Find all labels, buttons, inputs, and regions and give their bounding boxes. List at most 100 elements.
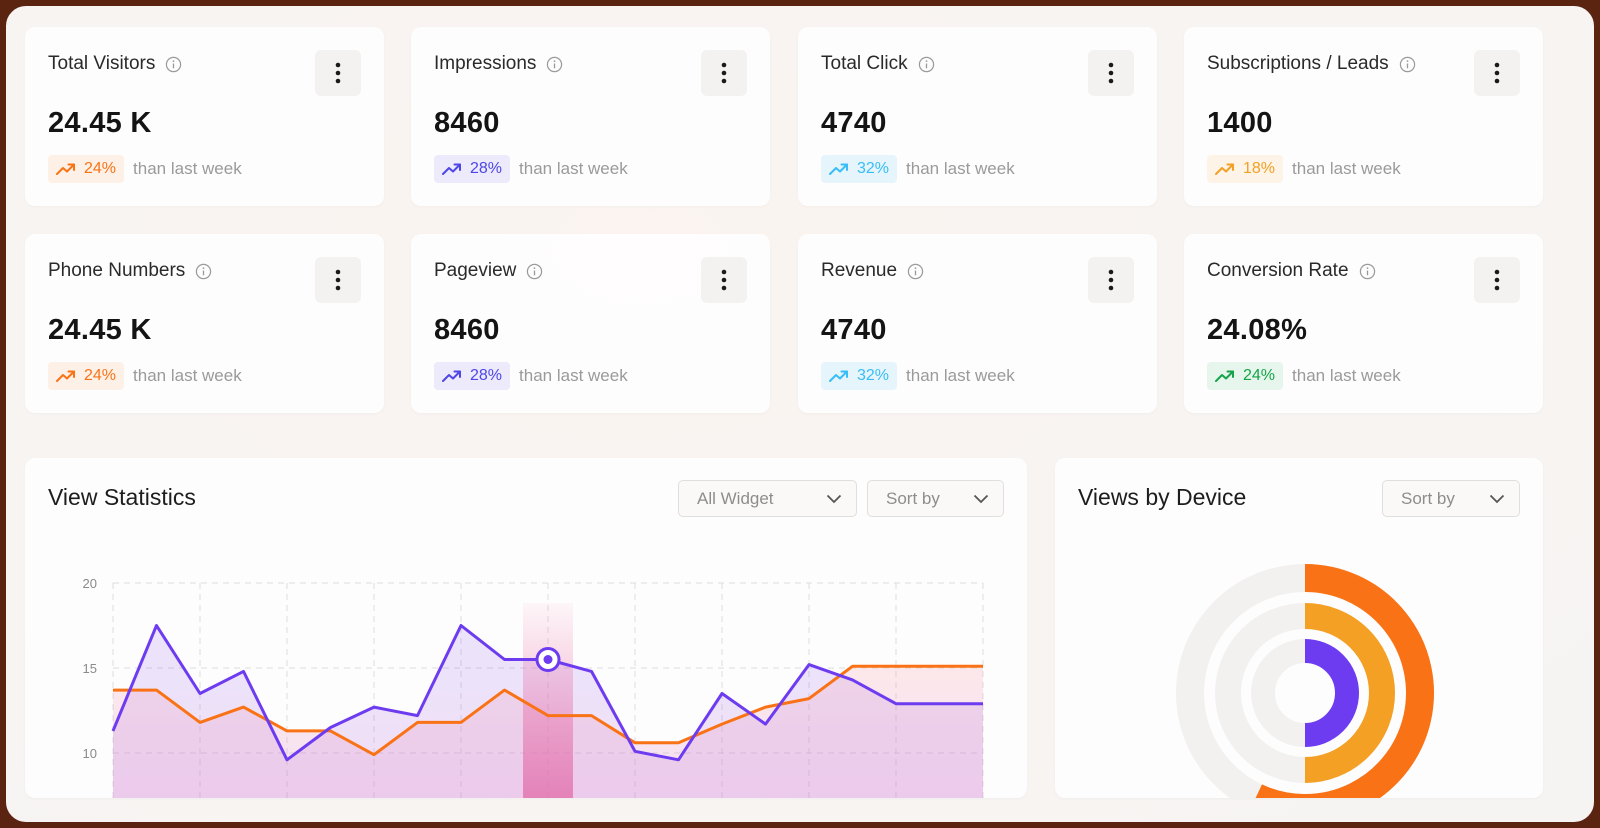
stat-title-row: Total Visitors xyxy=(48,53,182,75)
stat-card: Pageview 8460 xyxy=(411,234,770,413)
stat-title-row: Pageview xyxy=(434,260,543,282)
stat-title-row: Impressions xyxy=(434,53,563,75)
stat-title: Revenue xyxy=(821,260,898,281)
stat-trend: 18% than last week xyxy=(1207,155,1401,183)
trend-note: than last week xyxy=(133,159,242,178)
sort-by-dropdown-label: Sort by xyxy=(886,488,940,508)
trend-percent: 32% xyxy=(857,160,890,177)
trending-up-icon xyxy=(829,163,848,175)
more-options-button[interactable] xyxy=(315,50,361,96)
more-vertical-icon xyxy=(721,269,727,291)
info-circle-icon[interactable] xyxy=(1359,263,1376,280)
view-statistics-chart: 20 15 10 xyxy=(83,576,984,798)
stat-card: Subscriptions / Leads 1400 xyxy=(1184,27,1543,206)
trend-note: than last week xyxy=(1292,366,1401,385)
stat-title: Impressions xyxy=(434,53,537,74)
stat-trend: 32% than last week xyxy=(821,155,1015,183)
info-circle-icon[interactable] xyxy=(1399,56,1416,73)
more-vertical-icon xyxy=(1494,269,1500,291)
chevron-down-icon xyxy=(1489,494,1505,503)
stat-title-row: Subscriptions / Leads xyxy=(1207,53,1416,75)
stat-trend: 28% than last week xyxy=(434,155,628,183)
more-options-button[interactable] xyxy=(315,257,361,303)
highlight-band xyxy=(523,603,573,798)
more-vertical-icon xyxy=(335,62,341,84)
stat-trend: 32% than last week xyxy=(821,362,1015,390)
stat-title: Subscriptions / Leads xyxy=(1207,53,1389,74)
stat-title: Phone Numbers xyxy=(48,260,186,281)
sort-by-dropdown[interactable]: Sort by xyxy=(867,480,1004,517)
trend-badge: 32% xyxy=(821,155,898,183)
y-tick-label: 20 xyxy=(83,576,97,591)
stat-value: 4740 xyxy=(821,314,887,346)
info-circle-icon[interactable] xyxy=(165,56,182,73)
chevron-down-icon xyxy=(973,494,989,503)
info-circle-icon[interactable] xyxy=(195,263,212,280)
trend-badge: 32% xyxy=(821,362,898,390)
stat-value: 24.45 K xyxy=(48,314,152,346)
device-sort-by-dropdown-label: Sort by xyxy=(1401,488,1455,508)
ring-segment xyxy=(1304,639,1359,747)
more-vertical-icon xyxy=(1494,62,1500,84)
stat-card: Impressions 8460 xyxy=(411,27,770,206)
trend-note: than last week xyxy=(906,366,1015,385)
stat-trend: 24% than last week xyxy=(48,362,242,390)
more-options-button[interactable] xyxy=(1088,257,1134,303)
stat-trend: 24% than last week xyxy=(48,155,242,183)
stat-title: Total Visitors xyxy=(48,53,156,74)
more-vertical-icon xyxy=(1108,269,1114,291)
more-options-button[interactable] xyxy=(701,50,747,96)
trending-up-icon xyxy=(56,163,75,175)
trend-percent: 28% xyxy=(470,367,503,384)
more-options-button[interactable] xyxy=(1474,257,1520,303)
stat-trend: 28% than last week xyxy=(434,362,628,390)
series-line-orange xyxy=(113,664,983,757)
trend-badge: 24% xyxy=(48,362,125,390)
more-vertical-icon xyxy=(1108,62,1114,84)
all-widget-dropdown[interactable]: All Widget xyxy=(678,480,857,517)
trend-percent: 28% xyxy=(470,160,503,177)
more-options-button[interactable] xyxy=(1088,50,1134,96)
stat-value: 1400 xyxy=(1207,107,1273,139)
stat-card: Revenue 4740 xyxy=(798,234,1157,413)
stat-title-row: Conversion Rate xyxy=(1207,260,1376,282)
info-circle-icon[interactable] xyxy=(918,56,935,73)
ring-segment xyxy=(1255,564,1434,798)
trend-note: than last week xyxy=(906,159,1015,178)
stat-title: Total Click xyxy=(821,53,908,74)
stat-title-row: Revenue xyxy=(821,260,924,282)
stat-value: 8460 xyxy=(434,107,500,139)
views-by-device-title: Views by Device xyxy=(1078,484,1247,510)
stat-value: 24.08% xyxy=(1207,314,1308,346)
highlight-point-dot xyxy=(543,655,553,664)
y-tick-label: 15 xyxy=(83,661,97,676)
trend-percent: 24% xyxy=(84,367,117,384)
views-by-device-chart xyxy=(1176,564,1434,798)
views-by-device-card: Views by Device Sort by xyxy=(1055,458,1543,798)
trend-note: than last week xyxy=(1292,159,1401,178)
trend-badge: 24% xyxy=(1207,362,1284,390)
device-sort-by-dropdown[interactable]: Sort by xyxy=(1382,480,1520,517)
stat-value: 8460 xyxy=(434,314,500,346)
chevron-down-icon xyxy=(826,494,842,503)
stat-card: Total Click 4740 xyxy=(798,27,1157,206)
more-vertical-icon xyxy=(335,269,341,291)
trend-percent: 24% xyxy=(1243,367,1276,384)
stat-card: Total Visitors 24.45 K xyxy=(25,27,384,206)
ring-segment xyxy=(1304,603,1395,783)
info-circle-icon[interactable] xyxy=(546,56,563,73)
trend-percent: 32% xyxy=(857,367,890,384)
stat-value: 24.45 K xyxy=(48,107,152,139)
info-circle-icon[interactable] xyxy=(526,263,543,280)
stat-card: Conversion Rate 24.08% xyxy=(1184,234,1543,413)
stat-card: Phone Numbers 24.45 K xyxy=(25,234,384,413)
view-statistics-title: View Statistics xyxy=(48,484,196,510)
trend-badge: 28% xyxy=(434,362,511,390)
trend-badge: 18% xyxy=(1207,155,1284,183)
more-options-button[interactable] xyxy=(701,257,747,303)
info-circle-icon[interactable] xyxy=(907,263,924,280)
more-options-button[interactable] xyxy=(1474,50,1520,96)
y-tick-label: 10 xyxy=(83,746,97,761)
trend-percent: 24% xyxy=(84,160,117,177)
